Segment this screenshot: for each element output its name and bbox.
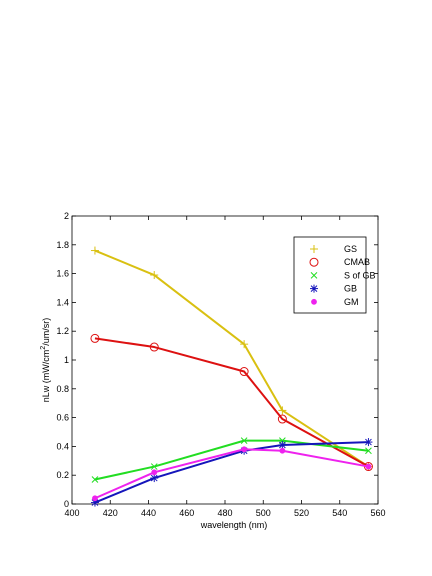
x-tick-label: 520 xyxy=(294,508,309,518)
y-tick-label: 1.2 xyxy=(56,326,69,336)
data-point xyxy=(90,333,100,343)
marker-stroke xyxy=(279,447,286,454)
data-point xyxy=(277,414,287,424)
legend-item: GB xyxy=(310,284,357,294)
x-tick-label: 560 xyxy=(370,508,385,518)
y-axis-label-superscript: 2 xyxy=(40,346,47,350)
marker-stroke xyxy=(151,469,158,476)
marker-stroke xyxy=(150,463,158,470)
marker-stroke xyxy=(310,285,318,292)
marker-stroke xyxy=(365,438,372,446)
data-point xyxy=(91,476,99,483)
series-gb xyxy=(90,438,373,507)
y-tick-label: 2 xyxy=(64,211,69,221)
marker-stroke xyxy=(309,257,319,267)
marker-stroke xyxy=(311,298,317,305)
x-tick-label: 500 xyxy=(256,508,271,518)
data-point xyxy=(365,463,372,470)
series-line xyxy=(94,337,369,468)
y-tick-label: 1.6 xyxy=(56,269,69,279)
data-point xyxy=(90,246,99,255)
legend-label: GS xyxy=(344,244,357,254)
data-point xyxy=(150,271,159,280)
data-point xyxy=(92,495,98,502)
legend-item: S of GB xyxy=(310,270,376,280)
legend-item: GS xyxy=(310,244,357,254)
y-tick-label: 1.8 xyxy=(56,240,69,250)
marker-stroke xyxy=(310,272,318,279)
y-axis-label-rest: /um/sr) xyxy=(41,318,51,346)
marker-stroke xyxy=(241,446,248,453)
data-point xyxy=(239,367,249,377)
data-point xyxy=(151,469,158,476)
y-tick-label: 0 xyxy=(64,499,69,509)
series-cmab xyxy=(90,333,373,472)
marker-stroke xyxy=(279,441,286,449)
data-point xyxy=(240,437,248,444)
legend-label: S of GB xyxy=(344,270,376,280)
marker-stroke xyxy=(90,333,100,343)
series-line xyxy=(94,448,369,500)
legend-box xyxy=(293,236,367,314)
data-point xyxy=(149,342,159,352)
data-point xyxy=(150,463,158,470)
x-tick-label: 540 xyxy=(332,508,347,518)
marker-stroke xyxy=(365,447,372,455)
series-line xyxy=(94,441,369,504)
y-axis-label: nLw (mW/cm2/um/sr) xyxy=(40,318,51,402)
x-tick-label: 480 xyxy=(217,508,232,518)
data-point xyxy=(278,440,287,449)
x-tick-label: 400 xyxy=(64,508,79,518)
x-tick-label: 420 xyxy=(103,508,118,518)
data-point xyxy=(278,406,287,415)
x-axis-label: wavelength (nm) xyxy=(200,520,268,530)
data-point xyxy=(279,447,286,454)
series-layer xyxy=(90,246,373,507)
legend-label: GM xyxy=(344,297,359,307)
legend-marker xyxy=(310,284,318,293)
y-tick-label: 0.4 xyxy=(56,441,69,451)
marker-stroke xyxy=(365,463,372,470)
marker-stroke xyxy=(240,437,248,444)
legend-label: GB xyxy=(344,284,357,294)
legend-marker xyxy=(310,272,318,279)
y-tick-label: 0.2 xyxy=(56,470,69,480)
marker-stroke xyxy=(91,499,99,506)
legend-item: GM xyxy=(311,297,359,307)
y-tick-label: 0.6 xyxy=(56,413,69,423)
data-point xyxy=(241,446,248,453)
y-tick-label: 1.4 xyxy=(56,297,69,307)
legend-marker xyxy=(311,298,317,305)
legend-marker xyxy=(309,257,319,267)
series-gm xyxy=(92,446,372,502)
legend-marker xyxy=(310,245,318,253)
data-point xyxy=(364,438,373,447)
marker-stroke xyxy=(149,342,159,352)
marker-stroke xyxy=(239,367,249,377)
data-point xyxy=(150,474,159,483)
legend: GS CMAB S of GB GB GM xyxy=(293,236,376,314)
y-tick-label: 0.8 xyxy=(56,384,69,394)
axes: 400 420 440 460 480 500 520 540 560 0 0.2 0.4 0.6 0.8… xyxy=(56,211,385,518)
x-tick-label: 440 xyxy=(141,508,156,518)
marker-stroke xyxy=(91,476,99,483)
marker-stroke xyxy=(277,414,287,424)
x-tick-label: 460 xyxy=(179,508,194,518)
series-line xyxy=(94,439,369,481)
legend-label: CMAB xyxy=(344,257,370,267)
marker-stroke xyxy=(150,474,158,482)
marker-stroke xyxy=(92,495,98,502)
y-axis-label-base: nLw (mW/cm xyxy=(41,350,51,403)
legend-item: CMAB xyxy=(309,257,370,267)
y-tick-label: 1 xyxy=(64,355,69,365)
data-point xyxy=(240,340,249,349)
data-point xyxy=(365,447,372,455)
